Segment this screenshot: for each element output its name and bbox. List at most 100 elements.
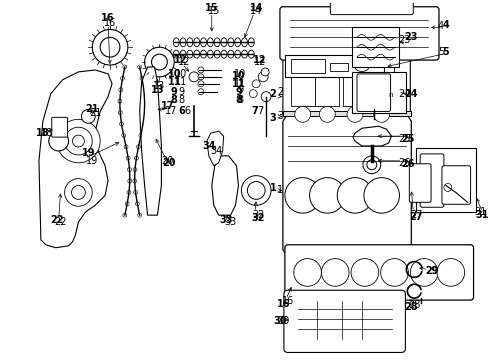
Text: 13: 13	[151, 85, 164, 95]
Text: 9: 9	[171, 87, 177, 97]
Circle shape	[49, 131, 69, 151]
Ellipse shape	[235, 50, 241, 58]
Text: 6: 6	[179, 107, 186, 116]
Text: 26: 26	[398, 158, 411, 168]
Text: 19: 19	[86, 156, 98, 166]
Ellipse shape	[194, 38, 199, 47]
Ellipse shape	[200, 50, 206, 58]
Ellipse shape	[180, 38, 186, 47]
Circle shape	[133, 168, 137, 171]
Circle shape	[119, 88, 123, 92]
Text: 32: 32	[252, 210, 265, 220]
Circle shape	[141, 122, 145, 126]
Text: 8: 8	[237, 95, 244, 104]
Text: 31: 31	[476, 210, 489, 220]
Text: 24: 24	[405, 89, 418, 99]
Ellipse shape	[248, 38, 254, 47]
Circle shape	[118, 99, 122, 103]
Text: 28: 28	[405, 302, 418, 312]
Text: 16: 16	[104, 18, 116, 27]
Circle shape	[321, 258, 349, 286]
Circle shape	[242, 176, 271, 205]
Circle shape	[337, 177, 373, 213]
Bar	[370, 67, 393, 107]
Ellipse shape	[214, 50, 220, 58]
Text: 8: 8	[171, 95, 178, 104]
Text: 29: 29	[425, 266, 437, 276]
Circle shape	[145, 47, 174, 77]
Text: 18: 18	[36, 128, 49, 138]
Ellipse shape	[355, 63, 369, 71]
Text: 8: 8	[178, 95, 184, 104]
Ellipse shape	[187, 38, 193, 47]
Circle shape	[81, 109, 95, 123]
Circle shape	[138, 65, 142, 69]
Circle shape	[72, 185, 85, 199]
Text: 9: 9	[235, 87, 242, 97]
Text: 13: 13	[153, 81, 166, 91]
Ellipse shape	[180, 50, 186, 58]
Text: 34: 34	[211, 146, 223, 156]
Circle shape	[143, 99, 147, 103]
Text: 33: 33	[220, 215, 233, 225]
Circle shape	[142, 88, 146, 92]
Text: 33: 33	[224, 217, 237, 227]
Text: 20: 20	[163, 158, 176, 168]
Text: 11: 11	[175, 77, 187, 87]
Circle shape	[364, 177, 399, 213]
Circle shape	[127, 168, 131, 171]
Text: 16: 16	[101, 13, 115, 23]
Text: 32: 32	[251, 213, 265, 223]
Ellipse shape	[187, 50, 193, 58]
Text: 16: 16	[277, 299, 291, 309]
Text: 5: 5	[438, 47, 444, 57]
Polygon shape	[212, 156, 239, 215]
Circle shape	[310, 177, 345, 213]
Text: 1: 1	[277, 185, 283, 195]
Circle shape	[124, 145, 128, 149]
Ellipse shape	[173, 38, 179, 47]
Text: 25: 25	[402, 134, 415, 144]
Text: 6: 6	[184, 107, 190, 116]
Text: 1: 1	[270, 184, 276, 193]
Text: 4: 4	[442, 19, 449, 30]
Circle shape	[374, 107, 390, 122]
Circle shape	[137, 145, 141, 149]
Bar	[330, 63, 348, 71]
FancyBboxPatch shape	[420, 154, 444, 207]
Text: 10: 10	[175, 69, 187, 79]
Circle shape	[198, 81, 204, 87]
Bar	[416, 148, 475, 212]
Text: 18: 18	[41, 128, 53, 138]
Text: 9: 9	[237, 85, 244, 95]
Bar	[291, 67, 315, 107]
Text: 9: 9	[178, 87, 184, 97]
Circle shape	[294, 258, 321, 286]
Circle shape	[121, 76, 124, 80]
Circle shape	[128, 179, 132, 183]
Text: 23: 23	[398, 35, 411, 45]
Text: 22: 22	[50, 215, 63, 225]
Ellipse shape	[228, 50, 234, 58]
Circle shape	[65, 127, 92, 155]
Circle shape	[381, 258, 408, 286]
Circle shape	[139, 134, 143, 138]
Ellipse shape	[214, 38, 220, 47]
Text: 27: 27	[410, 210, 422, 220]
FancyBboxPatch shape	[409, 164, 431, 202]
Circle shape	[123, 65, 127, 69]
Circle shape	[198, 67, 204, 73]
Circle shape	[261, 68, 269, 76]
Text: 2: 2	[270, 89, 276, 99]
Ellipse shape	[248, 50, 254, 58]
Text: 11: 11	[168, 77, 181, 87]
Text: n: n	[389, 91, 393, 98]
Text: 2: 2	[277, 87, 283, 97]
Circle shape	[437, 258, 465, 286]
Circle shape	[140, 76, 144, 80]
FancyBboxPatch shape	[442, 166, 470, 204]
Text: 27: 27	[410, 212, 423, 222]
Circle shape	[363, 156, 381, 174]
Circle shape	[122, 134, 125, 138]
Circle shape	[410, 258, 438, 286]
